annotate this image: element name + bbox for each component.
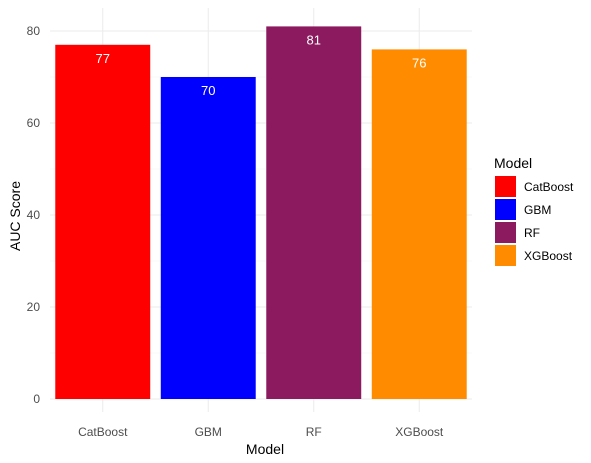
bar-value-label: 77 (96, 51, 110, 66)
y-axis-title: AUC Score (7, 181, 23, 251)
x-tick-label: RF (306, 425, 322, 439)
legend-label: RF (524, 226, 540, 240)
bar-rf (266, 26, 362, 400)
y-tick-label: 80 (27, 24, 41, 38)
bar-gbm (160, 77, 256, 399)
legend-label: GBM (524, 203, 551, 217)
x-tick-label: CatBoost (78, 425, 128, 439)
legend-swatch-gbm (495, 199, 516, 220)
legend-swatch-xgboost (495, 245, 516, 266)
bar-catboost (55, 44, 151, 400)
legend: Model CatBoost GBM RF XGBoost (494, 155, 574, 266)
bar-value-labels: 77 70 81 76 (96, 32, 427, 98)
y-axis-ticks: 0 20 40 60 80 (27, 24, 41, 406)
bar-value-label: 81 (307, 32, 321, 47)
y-tick-label: 40 (27, 208, 41, 222)
legend-swatch-catboost (495, 176, 516, 197)
y-tick-label: 20 (27, 300, 41, 314)
bars (55, 26, 467, 400)
legend-label: XGBoost (524, 249, 573, 263)
legend-items: CatBoost GBM RF XGBoost (495, 176, 574, 266)
x-tick-label: XGBoost (395, 425, 444, 439)
bar-value-label: 70 (201, 83, 215, 98)
y-tick-label: 0 (33, 392, 40, 406)
legend-title: Model (494, 155, 532, 171)
x-tick-label: GBM (195, 425, 222, 439)
bar-value-label: 76 (412, 55, 426, 70)
y-tick-label: 60 (27, 116, 41, 130)
legend-label: CatBoost (524, 180, 574, 194)
x-axis-ticks: CatBoost GBM RF XGBoost (78, 425, 444, 439)
legend-swatch-rf (495, 222, 516, 243)
bar-xgboost (371, 49, 467, 400)
x-axis-title: Model (246, 441, 284, 457)
